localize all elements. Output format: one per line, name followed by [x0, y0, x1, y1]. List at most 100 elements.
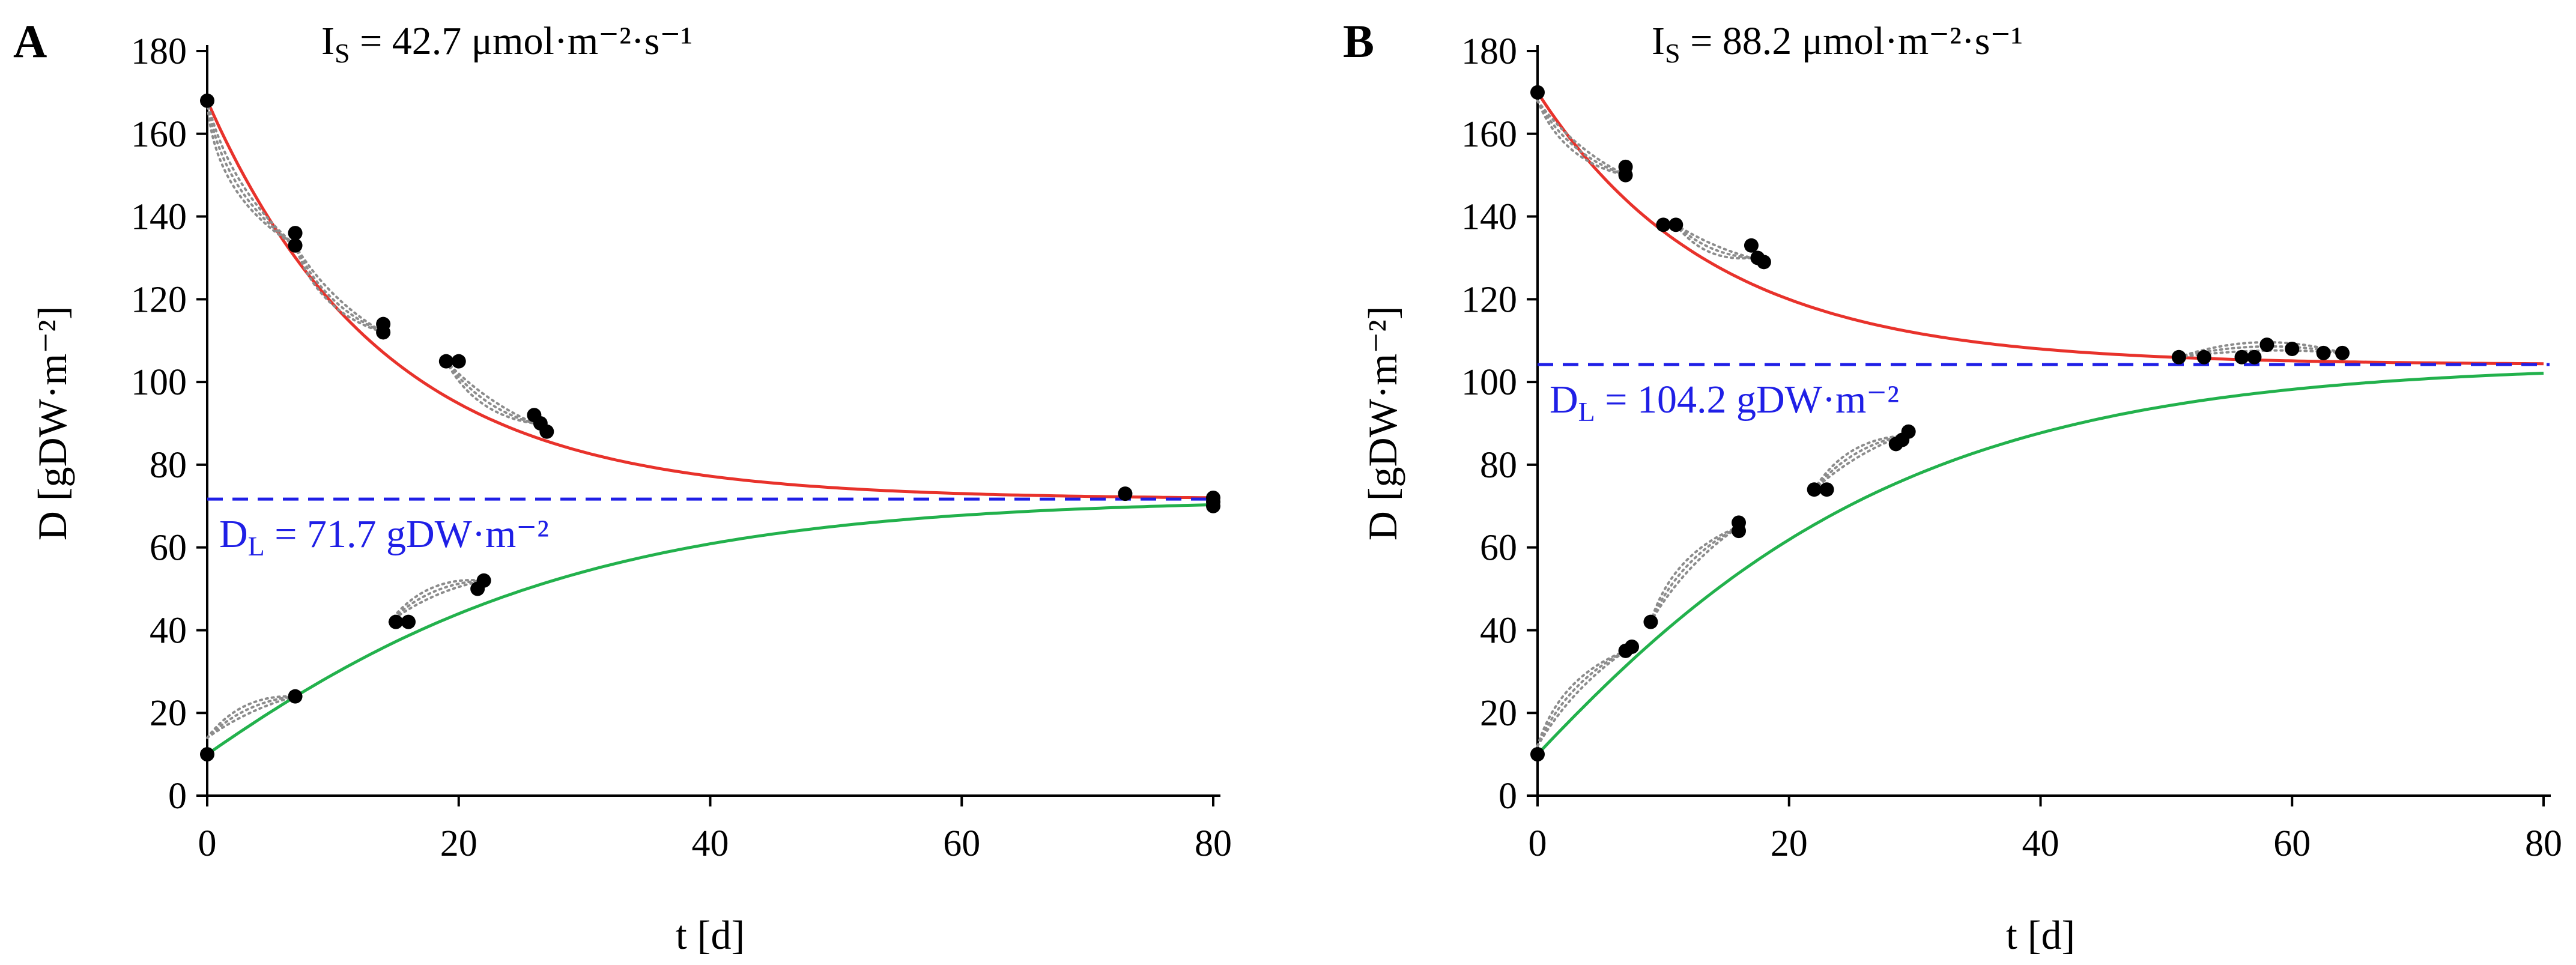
y-axis-title: D [gDW·m⁻²] [1360, 306, 1405, 541]
intensity-annotation: IS = 42.7 μmol·m⁻²·s⁻¹ [321, 19, 692, 68]
y-tick-label: 20 [150, 693, 187, 734]
descending-points-marker [1756, 255, 1771, 270]
x-tick-label: 80 [2525, 823, 2562, 864]
ascending-points-marker [389, 614, 404, 629]
limit-label-subscript: L [248, 531, 265, 561]
ascending-model-curve [206, 503, 1214, 756]
limit-label: DL = 104.2 gDW·m⁻² [1550, 378, 1899, 427]
limit-label: DL = 71.7 gDW·m⁻² [219, 512, 549, 561]
descending-model-curve [205, 100, 1214, 500]
descending-points-marker [2196, 349, 2211, 365]
descending-points-marker [438, 354, 453, 369]
y-tick-label: 60 [1480, 528, 1517, 569]
ascending-points-marker [1530, 747, 1545, 762]
y-tick-label: 120 [131, 279, 187, 320]
y-tick-label: 140 [1461, 197, 1517, 238]
trajectory-path [1674, 223, 1753, 259]
descending-points-marker [1618, 168, 1633, 183]
descending-points-marker [288, 238, 303, 253]
y-tick-label: 100 [131, 362, 187, 403]
ascending-points-marker [1732, 515, 1746, 530]
intensity-annotation-rest: = 88.2 μmol·m⁻²·s⁻¹ [1680, 19, 2023, 63]
intensity-annotation-rest: = 42.7 μmol·m⁻²·s⁻¹ [350, 19, 693, 63]
y-axis-title: D [gDW·m⁻²] [29, 306, 75, 541]
trajectory-path [206, 99, 297, 247]
limit-label-subscript: L [1578, 396, 1595, 427]
x-tick-label: 60 [2273, 823, 2311, 864]
descending-points-marker [288, 226, 303, 241]
trajectory-path [1536, 99, 1627, 177]
trajectory-path [1536, 99, 1627, 177]
x-tick-label: 40 [692, 823, 729, 864]
x-tick-label: 20 [1771, 823, 1808, 864]
y-tick-label: 20 [1480, 693, 1517, 734]
limit-label-rest: = 104.2 gDW·m⁻² [1595, 378, 1899, 422]
y-tick-label: 100 [1461, 362, 1517, 403]
ascending-points-marker [1643, 614, 1658, 629]
ascending-model-curve [1536, 372, 2544, 755]
x-tick-label: 20 [440, 823, 477, 864]
trajectory-path [1536, 649, 1627, 748]
trajectory-path [1536, 99, 1627, 177]
trajectory-path [1536, 649, 1627, 748]
descending-points-marker [2285, 342, 2300, 356]
limit-label-rest: = 71.7 gDW·m⁻² [265, 512, 549, 556]
intensity-annotation-subscript: S [335, 38, 350, 68]
trajectory-path [206, 99, 297, 247]
descending-points-marker [2247, 349, 2262, 365]
descending-points-marker [451, 354, 466, 369]
ascending-points-marker [401, 614, 416, 629]
panel-a: A 0 20 40 60 80 100 120 140 160 180 0 20 40 60 80 t [d] D… [13, 15, 1232, 958]
trajectory-path [388, 579, 485, 623]
descending-points-marker [1668, 217, 1683, 232]
descending-points-marker [1656, 217, 1671, 232]
ascending-points-marker [1807, 482, 1822, 497]
y-tick-label: 160 [131, 114, 187, 155]
panel-label: B [1343, 15, 1374, 67]
intensity-annotation-subscript: S [1665, 38, 1680, 68]
descending-points-marker [2234, 349, 2249, 365]
ascending-points-marker [288, 689, 303, 704]
trajectory-path [294, 244, 385, 334]
descending-points-marker [376, 325, 391, 340]
trajectory-path [1813, 434, 1904, 491]
y-tick-label: 80 [150, 445, 187, 486]
trajectory-path [444, 360, 536, 425]
x-axis-title: t [d] [676, 912, 745, 958]
y-tick-label: 140 [131, 197, 187, 238]
ascending-points-marker [1819, 482, 1834, 497]
y-tick-label: 40 [1480, 610, 1517, 651]
x-tick-label: 60 [943, 823, 980, 864]
trajectory-path [444, 360, 536, 425]
descending-points-marker [2335, 345, 2350, 360]
panel-b: B 0 20 40 60 80 100 120 140 160 180 0 20 40 60 80 t [d] D… [1343, 15, 2562, 958]
trajectory-path [1674, 223, 1753, 260]
limit-label-prefix: D [219, 512, 248, 556]
x-tick-label: 80 [1195, 823, 1232, 864]
trajectory-path [1649, 525, 1740, 623]
y-tick-label: 160 [1461, 114, 1517, 155]
y-tick-label: 180 [1461, 31, 1517, 72]
intensity-annotation: IS = 88.2 μmol·m⁻²·s⁻¹ [1652, 19, 2023, 68]
y-tick-label: 60 [150, 528, 187, 569]
descending-points-marker [2171, 349, 2186, 365]
x-tick-label: 0 [198, 823, 217, 864]
ascending-points-marker [1901, 424, 1916, 439]
descending-points-marker [2259, 337, 2274, 352]
descending-points-marker [1744, 238, 1759, 253]
trajectory-path [206, 695, 297, 739]
descending-points-marker [539, 424, 554, 439]
descending-points-marker [2316, 345, 2331, 360]
intensity-annotation-prefix: I [1652, 19, 1665, 63]
ascending-points-marker [1206, 498, 1220, 513]
trajectory-path [444, 360, 536, 425]
trajectory-path [294, 244, 385, 334]
intensity-annotation-prefix: I [321, 19, 335, 63]
ascending-points-marker [1625, 640, 1640, 654]
ascending-points-marker [1118, 486, 1133, 501]
panel-label: A [13, 15, 47, 67]
y-tick-label: 40 [150, 610, 187, 651]
trajectory-path [388, 579, 485, 623]
trajectory-path [1649, 525, 1740, 623]
